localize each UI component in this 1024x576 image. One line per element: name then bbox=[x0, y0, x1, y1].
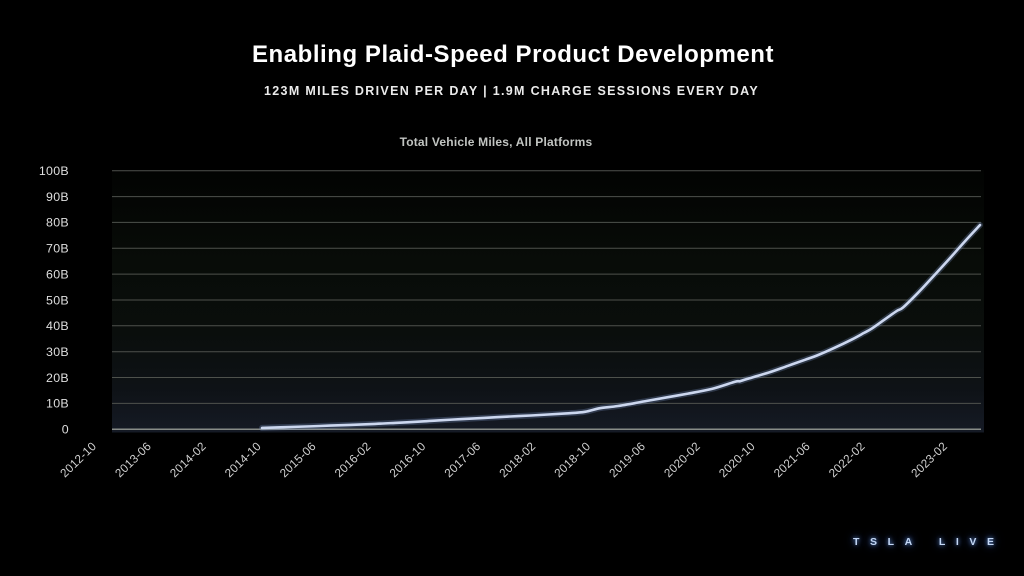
svg-text:30B: 30B bbox=[46, 345, 69, 359]
svg-text:2012-10: 2012-10 bbox=[57, 439, 99, 480]
svg-text:2021-06: 2021-06 bbox=[771, 439, 813, 480]
svg-text:50B: 50B bbox=[46, 293, 69, 307]
svg-text:2017-06: 2017-06 bbox=[442, 439, 484, 480]
svg-text:2018-10: 2018-10 bbox=[551, 439, 593, 480]
svg-text:10B: 10B bbox=[46, 397, 69, 411]
svg-text:2014-02: 2014-02 bbox=[167, 439, 209, 480]
svg-text:40B: 40B bbox=[46, 319, 69, 333]
svg-text:2014-10: 2014-10 bbox=[222, 439, 264, 480]
svg-text:100B: 100B bbox=[39, 164, 69, 178]
svg-text:2020-02: 2020-02 bbox=[661, 439, 703, 480]
svg-text:80B: 80B bbox=[46, 216, 69, 230]
svg-text:2013-06: 2013-06 bbox=[112, 439, 154, 480]
svg-text:20B: 20B bbox=[46, 371, 69, 385]
svg-text:60B: 60B bbox=[46, 267, 69, 281]
svg-text:2018-02: 2018-02 bbox=[496, 439, 538, 480]
svg-text:2016-02: 2016-02 bbox=[332, 439, 374, 480]
svg-text:2022-02: 2022-02 bbox=[826, 439, 868, 480]
svg-text:90B: 90B bbox=[46, 190, 69, 204]
svg-text:2020-10: 2020-10 bbox=[716, 439, 758, 480]
svg-text:2016-10: 2016-10 bbox=[387, 439, 429, 480]
svg-text:70B: 70B bbox=[46, 242, 69, 256]
svg-text:2019-06: 2019-06 bbox=[606, 439, 648, 480]
svg-text:0: 0 bbox=[62, 423, 69, 437]
svg-text:2015-06: 2015-06 bbox=[277, 439, 319, 480]
svg-text:2023-02: 2023-02 bbox=[908, 439, 950, 480]
